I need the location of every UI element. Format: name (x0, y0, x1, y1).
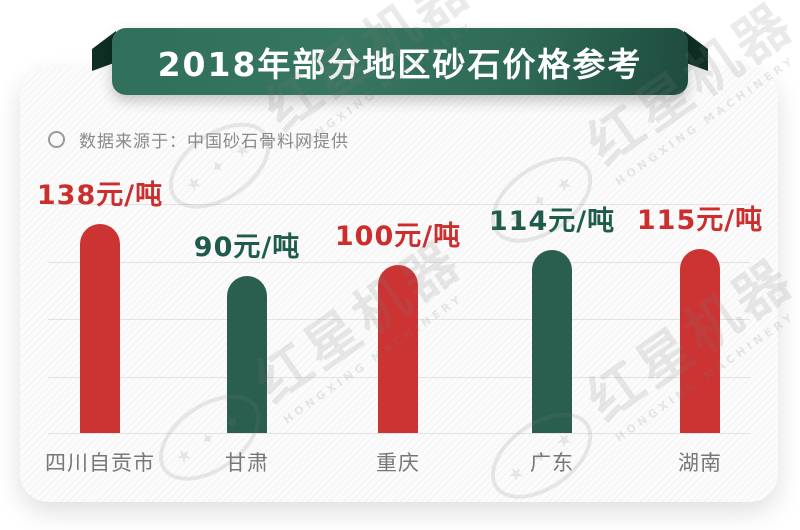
price-bar (378, 265, 418, 433)
gridline (48, 204, 750, 205)
bar-column: 138元/吨 (20, 173, 180, 433)
bar-value-label: 114元/吨 (488, 206, 616, 237)
baseline-gridline (48, 433, 750, 434)
bar-value-label: 90元/吨 (193, 232, 301, 263)
category-label: 甘肃 (225, 451, 269, 475)
title-ribbon: 2018年部分地区砂石价格参考 (0, 0, 800, 110)
bar-value-label: 100元/吨 (334, 221, 462, 252)
bar-column: 90元/吨 (167, 225, 327, 433)
category-label: 广东 (530, 451, 574, 475)
data-source-note: 数据来源于：中国砂石骨料网提供 (48, 127, 349, 152)
category-label: 湖南 (678, 451, 722, 475)
bar-value-label: 138元/吨 (36, 180, 164, 211)
bar-value-label: 115元/吨 (636, 205, 764, 236)
ribbon-banner: 2018年部分地区砂石价格参考 (112, 28, 688, 95)
price-bar (80, 224, 120, 433)
data-source-text: 数据来源于：中国砂石骨料网提供 (79, 132, 349, 152)
price-bar (532, 250, 572, 433)
page-title: 2018年部分地区砂石价格参考 (157, 44, 643, 84)
bar-column: 115元/吨 (620, 198, 780, 433)
category-label: 重庆 (376, 451, 420, 475)
price-bar (227, 276, 267, 433)
gridline (48, 262, 750, 263)
circle-bullet-icon (48, 131, 65, 148)
category-label: 四川自贡市 (45, 451, 155, 475)
bar-column: 100元/吨 (318, 214, 478, 433)
bar-column: 114元/吨 (472, 199, 632, 433)
price-bar (680, 249, 720, 433)
